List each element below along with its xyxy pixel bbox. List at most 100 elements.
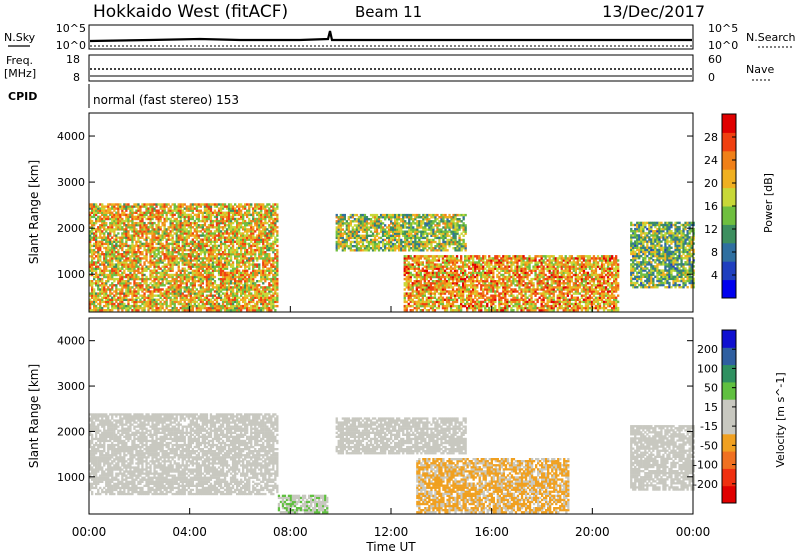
range-time-cell bbox=[225, 246, 229, 250]
range-time-cell bbox=[109, 277, 112, 281]
range-time-cell bbox=[125, 280, 128, 283]
range-time-cell bbox=[408, 218, 411, 221]
range-time-cell bbox=[227, 224, 231, 227]
range-time-cell bbox=[268, 236, 271, 239]
range-time-cell bbox=[185, 290, 188, 293]
range-time-cell bbox=[229, 282, 233, 285]
range-time-cell bbox=[357, 234, 361, 237]
range-time-cell bbox=[91, 302, 94, 306]
range-time-cell bbox=[189, 230, 192, 233]
range-time-cell bbox=[240, 292, 243, 295]
range-time-cell bbox=[93, 213, 96, 217]
range-time-cell bbox=[258, 234, 261, 237]
range-time-cell bbox=[258, 236, 261, 239]
range-time-cell bbox=[143, 277, 146, 281]
range-time-cell bbox=[145, 213, 148, 217]
range-time-cell bbox=[456, 230, 459, 233]
range-time-cell bbox=[436, 224, 439, 227]
range-time-cell bbox=[242, 219, 245, 223]
range-time-cell bbox=[155, 302, 158, 306]
range-time-cell bbox=[91, 286, 94, 289]
range-time-cell bbox=[173, 306, 176, 310]
range-time-cell bbox=[250, 298, 253, 301]
range-time-cell bbox=[407, 294, 410, 297]
range-time-cell bbox=[434, 218, 437, 221]
range-time-cell bbox=[365, 249, 369, 252]
range-time-cell bbox=[189, 292, 192, 295]
range-time-cell bbox=[155, 306, 158, 310]
range-time-cell bbox=[171, 251, 174, 254]
range-time-cell bbox=[177, 257, 180, 260]
range-time-cell bbox=[127, 286, 130, 289]
range-time-cell bbox=[189, 232, 192, 235]
range-time-cell bbox=[109, 269, 112, 272]
range-time-cell bbox=[343, 238, 346, 242]
range-time-cell bbox=[390, 234, 393, 237]
range-time-cell bbox=[173, 228, 176, 231]
range-time-cell bbox=[223, 230, 227, 233]
range-time-cell bbox=[345, 238, 348, 242]
range-time-cell bbox=[197, 219, 200, 223]
range-time-cell bbox=[183, 228, 186, 231]
range-time-cell bbox=[157, 234, 160, 237]
range-time-cell bbox=[225, 280, 229, 283]
range-time-cell bbox=[229, 238, 233, 241]
range-time-cell bbox=[268, 286, 271, 289]
range-time-cell bbox=[423, 277, 426, 281]
range-time-cell bbox=[229, 221, 233, 225]
range-time-cell bbox=[111, 248, 114, 252]
range-time-cell bbox=[127, 306, 130, 310]
range-time-cell bbox=[151, 207, 154, 210]
range-time-cell bbox=[155, 259, 158, 262]
range-time-cell bbox=[139, 294, 142, 297]
range-time-cell bbox=[258, 242, 261, 246]
range-time-cell bbox=[400, 240, 403, 244]
range-time-cell bbox=[139, 242, 142, 246]
range-time-cell bbox=[256, 290, 259, 293]
range-time-cell bbox=[179, 228, 182, 231]
range-time-cell bbox=[272, 275, 275, 279]
range-time-cell bbox=[169, 213, 172, 217]
range-time-cell bbox=[260, 300, 263, 304]
range-time-cell bbox=[419, 271, 422, 275]
range-time-cell bbox=[197, 263, 200, 266]
range-time-cell bbox=[93, 203, 96, 206]
range-time-cell bbox=[207, 215, 211, 219]
range-time-cell bbox=[227, 286, 231, 289]
range-time-cell bbox=[359, 220, 363, 223]
range-time-cell bbox=[394, 236, 397, 240]
range-time-cell bbox=[129, 282, 132, 285]
range-time-cell bbox=[159, 275, 162, 279]
range-time-cell bbox=[403, 257, 406, 260]
range-time-cell bbox=[203, 304, 207, 308]
range-time-cell bbox=[199, 290, 202, 293]
range-time-cell bbox=[175, 290, 178, 293]
range-time-cell bbox=[165, 253, 168, 256]
range-time-cell bbox=[197, 236, 200, 239]
range-time-cell bbox=[229, 251, 233, 254]
range-time-cell bbox=[276, 203, 279, 206]
range-time-cell bbox=[456, 245, 459, 248]
range-time-cell bbox=[189, 304, 192, 308]
range-time-cell bbox=[428, 240, 431, 244]
range-time-cell bbox=[133, 304, 136, 308]
range-time-cell bbox=[227, 215, 231, 219]
range-time-cell bbox=[161, 304, 164, 308]
range-time-cell bbox=[187, 300, 190, 304]
range-time-cell bbox=[219, 296, 223, 299]
range-time-cell bbox=[135, 286, 138, 289]
range-time-cell bbox=[97, 251, 100, 254]
range-time-cell bbox=[231, 253, 235, 256]
range-time-cell bbox=[109, 298, 112, 301]
range-time-cell bbox=[121, 238, 124, 241]
range-time-cell bbox=[246, 234, 249, 237]
range-time-cell bbox=[97, 280, 100, 283]
range-time-cell bbox=[426, 218, 429, 221]
range-time-cell bbox=[127, 224, 130, 227]
range-time-cell bbox=[143, 304, 146, 308]
range-time-cell bbox=[207, 275, 211, 279]
range-time-cell bbox=[189, 203, 192, 206]
range-time-cell bbox=[244, 267, 247, 270]
range-time-cell bbox=[375, 220, 379, 223]
range-time-cell bbox=[272, 205, 275, 208]
